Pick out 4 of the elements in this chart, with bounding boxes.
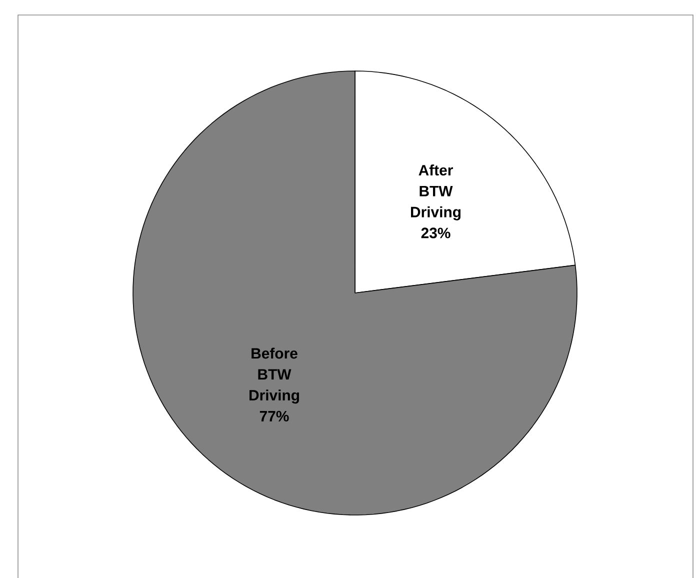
data-label: 77%	[260, 410, 289, 422]
data-label: 23%	[421, 228, 450, 238]
slice-label: Before BTW Driving	[250, 348, 299, 404]
slice-label: After BTW Driving	[411, 164, 460, 220]
